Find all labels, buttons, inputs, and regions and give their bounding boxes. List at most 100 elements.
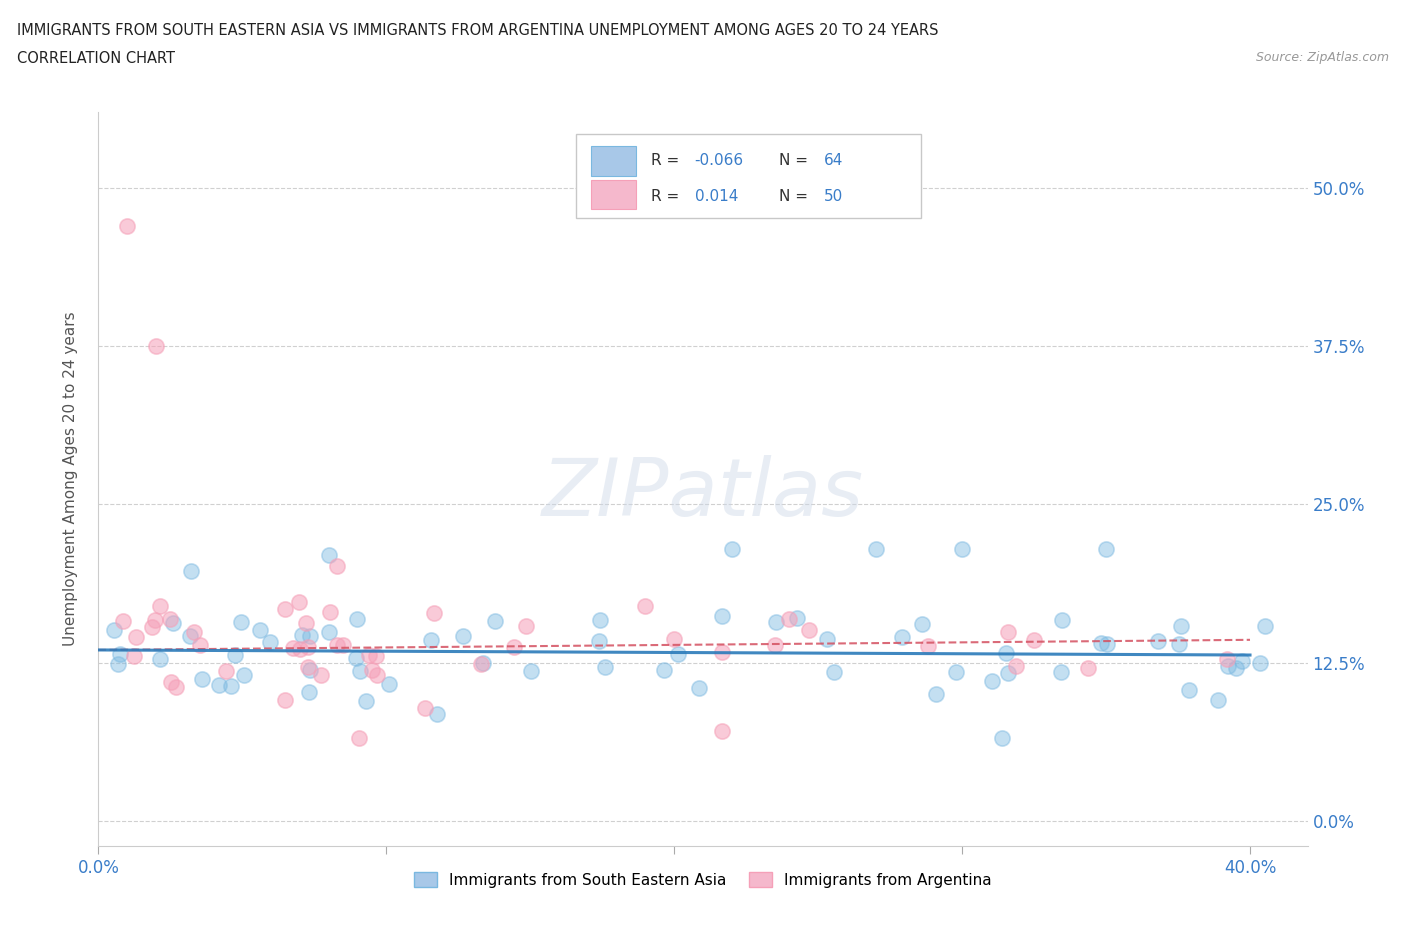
Point <box>366 648 388 663</box>
Point <box>180 564 202 578</box>
Point <box>1147 634 1170 649</box>
Point <box>823 665 845 680</box>
Point <box>288 594 311 609</box>
Y-axis label: Unemployment Among Ages 20 to 24 years: Unemployment Among Ages 20 to 24 years <box>63 312 77 646</box>
Point <box>991 730 1014 745</box>
Point <box>720 541 742 556</box>
Point <box>298 663 321 678</box>
Point <box>865 541 887 556</box>
Point <box>484 613 506 628</box>
Point <box>911 617 934 631</box>
Point <box>980 673 1002 688</box>
Point <box>183 625 205 640</box>
Point <box>298 684 321 699</box>
Point <box>1216 651 1239 666</box>
Point <box>423 605 446 620</box>
Text: 64: 64 <box>824 153 844 168</box>
Point <box>664 631 686 646</box>
Point <box>309 668 332 683</box>
Point <box>232 668 254 683</box>
Point <box>763 637 786 652</box>
Point <box>589 613 612 628</box>
Text: N =: N = <box>779 189 813 204</box>
Point <box>995 645 1018 660</box>
Point <box>891 630 914 644</box>
Point <box>1206 693 1229 708</box>
Point <box>299 628 322 643</box>
Point <box>1050 613 1073 628</box>
Point <box>1168 637 1191 652</box>
Point <box>319 605 342 620</box>
Point <box>191 671 214 686</box>
Point <box>122 648 145 663</box>
Point <box>332 638 354 653</box>
Point <box>1090 635 1112 650</box>
Text: CORRELATION CHART: CORRELATION CHART <box>17 51 174 66</box>
Point <box>688 681 710 696</box>
Point <box>281 641 304 656</box>
Text: R =: R = <box>651 153 685 168</box>
Point <box>1170 619 1192 634</box>
FancyBboxPatch shape <box>576 134 921 219</box>
Point <box>1178 683 1201 698</box>
Point <box>297 640 319 655</box>
Point <box>229 615 252 630</box>
Point <box>917 639 939 654</box>
Point <box>149 599 172 614</box>
Point <box>297 659 319 674</box>
Point <box>815 631 838 646</box>
Point <box>349 664 371 679</box>
Point <box>346 651 368 666</box>
Point <box>471 656 494 671</box>
Point <box>219 678 242 693</box>
Point <box>159 675 181 690</box>
Point <box>107 657 129 671</box>
Point <box>274 693 297 708</box>
Point <box>1253 618 1275 633</box>
Point <box>188 638 211 653</box>
Point <box>799 623 821 638</box>
Point <box>224 647 246 662</box>
Text: N =: N = <box>779 153 813 168</box>
Point <box>378 676 401 691</box>
Point <box>149 651 172 666</box>
Point <box>520 663 543 678</box>
Point <box>666 647 689 662</box>
Point <box>1024 632 1046 647</box>
Point <box>588 633 610 648</box>
Point <box>1095 636 1118 651</box>
Point <box>347 731 370 746</box>
Point <box>765 615 787 630</box>
Point <box>326 637 349 652</box>
Point <box>470 657 492 671</box>
Text: IMMIGRANTS FROM SOUTH EASTERN ASIA VS IMMIGRANTS FROM ARGENTINA UNEMPLOYMENT AMO: IMMIGRANTS FROM SOUTH EASTERN ASIA VS IM… <box>17 23 938 38</box>
Text: Source: ZipAtlas.com: Source: ZipAtlas.com <box>1256 51 1389 64</box>
Point <box>711 644 734 659</box>
Point <box>1230 653 1253 668</box>
Point <box>215 664 238 679</box>
Point <box>103 622 125 637</box>
Point <box>503 640 526 655</box>
Point <box>291 628 314 643</box>
Point <box>366 667 388 682</box>
Point <box>778 612 800 627</box>
Point <box>1216 658 1239 673</box>
Point <box>945 665 967 680</box>
Point <box>125 629 148 644</box>
Point <box>141 619 163 634</box>
Point <box>1050 665 1073 680</box>
Point <box>593 659 616 674</box>
Point <box>786 611 808 626</box>
Point <box>145 339 167 353</box>
Point <box>950 541 973 556</box>
Legend: Immigrants from South Eastern Asia, Immigrants from Argentina: Immigrants from South Eastern Asia, Immi… <box>408 866 998 894</box>
Point <box>1005 658 1028 673</box>
Point <box>426 706 449 721</box>
Point <box>259 635 281 650</box>
Point <box>318 548 340 563</box>
Point <box>108 646 131 661</box>
Point <box>997 665 1019 680</box>
Point <box>295 616 318 631</box>
Point <box>413 701 436 716</box>
Text: R =: R = <box>651 189 685 204</box>
